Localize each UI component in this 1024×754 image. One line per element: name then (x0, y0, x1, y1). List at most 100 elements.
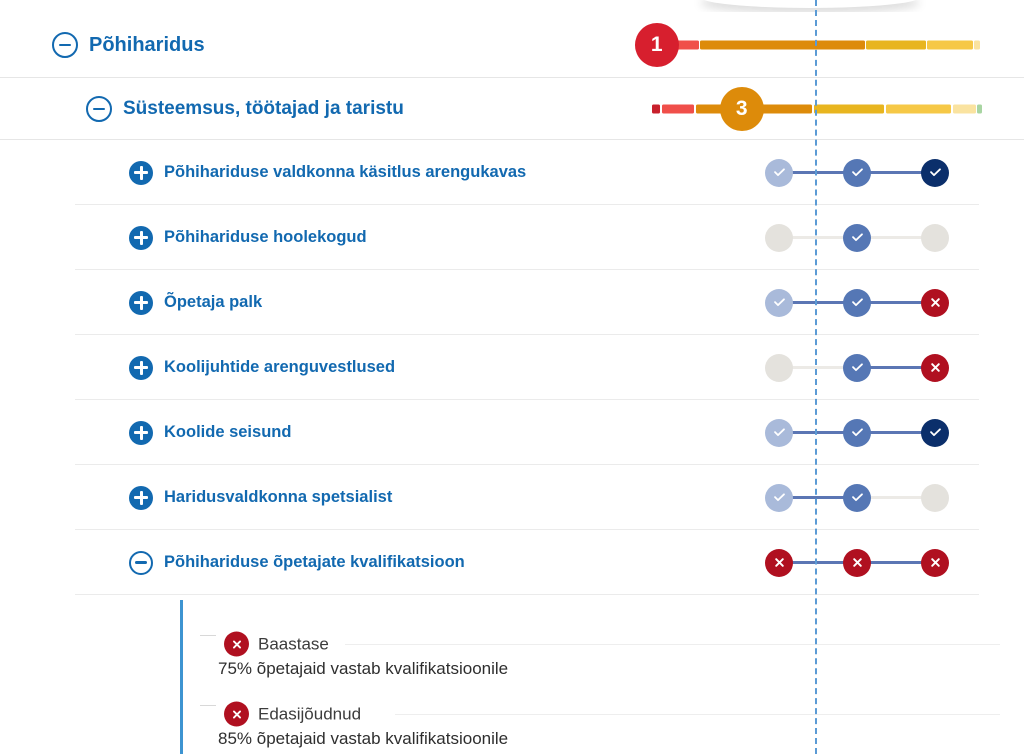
step-connector (857, 171, 935, 174)
step-check-icon[interactable] (843, 418, 871, 447)
step-cross-icon[interactable] (843, 548, 871, 577)
step-check-icon[interactable] (843, 223, 871, 252)
step-cross-icon[interactable] (921, 548, 949, 577)
row-toggle[interactable]: Õpetaja palk (129, 290, 263, 315)
row-label: Põhihariduse hoolekogud (164, 228, 367, 246)
step-check-icon[interactable] (921, 418, 949, 447)
minus-circle-outline-icon[interactable] (52, 32, 78, 58)
step-connector (857, 496, 935, 499)
progress-segment (814, 104, 884, 114)
detail-leader-dash (200, 635, 216, 636)
progress-segment (974, 40, 980, 50)
row-toggle[interactable]: Koolide seisund (129, 420, 291, 445)
step-check-icon[interactable] (765, 288, 793, 317)
progress-segment (953, 104, 976, 114)
minus-circle-icon[interactable] (129, 550, 153, 575)
step-connector (857, 236, 935, 239)
detail-description: 85% õpetajaid vastab kvalifikatsioonile (218, 729, 509, 748)
row-toggle[interactable]: Põhihariduse valdkonna käsitlus arenguka… (129, 160, 527, 185)
plus-circle-icon[interactable] (129, 485, 153, 510)
step-connector (779, 496, 857, 499)
status-steps (765, 353, 950, 383)
progress-segment (866, 40, 926, 50)
step-connector (779, 366, 857, 369)
indicator-row[interactable]: Haridusvaldkonna spetsialist (0, 465, 1024, 530)
plus-circle-icon[interactable] (129, 225, 153, 250)
step-connector (779, 431, 857, 434)
step-empty-icon[interactable] (921, 223, 949, 252)
section-score-badge[interactable]: 3 (720, 87, 764, 131)
row-toggle[interactable]: Põhihariduse õpetajate kvalifikatsioon (129, 550, 465, 575)
row-toggle[interactable]: Põhihariduse hoolekogud (129, 225, 367, 250)
cross-circle-icon (224, 701, 249, 727)
section-label: Süsteemsus, töötajad ja taristu (123, 98, 404, 119)
step-cross-icon[interactable] (921, 288, 949, 317)
detail-item[interactable]: Baastase 75% õpetajaid vastab kvalifikats… (0, 600, 1024, 678)
row-separator (0, 77, 1024, 78)
step-check-icon[interactable] (765, 158, 793, 187)
row-label: Põhihariduse valdkonna käsitlus arenguka… (164, 163, 527, 181)
indicator-row[interactable]: Õpetaja palk (0, 270, 1024, 335)
cross-circle-icon (224, 631, 249, 657)
plus-circle-icon[interactable] (129, 160, 153, 185)
step-check-icon[interactable] (843, 158, 871, 187)
section-score-value: 1 (650, 33, 664, 56)
progress-segment (677, 40, 699, 50)
section-score-badge[interactable]: 1 (635, 23, 679, 67)
detail-leader-dash (200, 705, 216, 706)
row-label: Haridusvaldkonna spetsialist (164, 488, 393, 506)
status-steps (765, 418, 950, 448)
step-connector (779, 301, 857, 304)
row-separator (75, 594, 979, 595)
indicator-row[interactable]: Koolijuhtide arenguvestlused (0, 335, 1024, 400)
row-separator (0, 139, 1024, 140)
progress-segment (652, 104, 660, 114)
step-check-icon[interactable] (765, 418, 793, 447)
row-toggle[interactable]: Haridusvaldkonna spetsialist (129, 485, 393, 510)
row-separator (75, 399, 979, 400)
row-separator (75, 204, 979, 205)
step-empty-icon[interactable] (765, 223, 793, 252)
plus-circle-icon[interactable] (129, 355, 153, 380)
plus-circle-icon[interactable] (129, 420, 153, 445)
progress-segment (977, 104, 982, 114)
section-toggle[interactable]: Süsteemsus, töötajad ja taristu (86, 96, 404, 122)
indicator-row[interactable]: Koolide seisund (0, 400, 1024, 465)
step-check-icon[interactable] (765, 483, 793, 512)
step-check-icon[interactable] (921, 158, 949, 187)
row-toggle[interactable]: Koolijuhtide arenguvestlused (129, 355, 395, 380)
status-steps (765, 223, 950, 253)
section-row[interactable]: Süsteemsus, töötajad ja taristu 3 (0, 78, 1024, 140)
progress-segment (927, 40, 973, 50)
step-connector (857, 301, 935, 304)
progress-segment (762, 104, 812, 114)
progress-segment (662, 104, 694, 114)
row-label: Õpetaja palk (164, 293, 263, 311)
detail-item[interactable]: Edasijõudnud 85% õpetajaid vastab kvalifi… (0, 670, 1024, 748)
step-connector (857, 561, 935, 564)
step-cross-icon[interactable] (921, 353, 949, 382)
step-connector (779, 561, 857, 564)
indicator-row[interactable]: Põhihariduse õpetajate kvalifikatsioon (0, 530, 1024, 595)
step-check-icon[interactable] (843, 483, 871, 512)
step-connector (857, 431, 935, 434)
plus-circle-icon[interactable] (129, 290, 153, 315)
row-label: Põhihariduse õpetajate kvalifikatsioon (164, 553, 465, 571)
step-empty-icon[interactable] (765, 353, 793, 382)
row-separator (75, 334, 979, 335)
step-check-icon[interactable] (843, 353, 871, 382)
step-cross-icon[interactable] (765, 548, 793, 577)
step-empty-icon[interactable] (921, 483, 949, 512)
minus-circle-outline-icon[interactable] (86, 96, 112, 122)
detail-rule (395, 714, 1000, 715)
section-toggle[interactable]: Põhiharidus (52, 32, 205, 58)
progress-segment (700, 40, 865, 50)
indicator-row[interactable]: Põhihariduse hoolekogud (0, 205, 1024, 270)
indicator-row[interactable]: Põhihariduse valdkonna käsitlus arenguka… (0, 140, 1024, 205)
detail-title: Baastase (258, 634, 329, 653)
step-check-icon[interactable] (843, 288, 871, 317)
section-row[interactable]: Põhiharidus 1 (0, 12, 1024, 78)
status-steps (765, 483, 950, 513)
progress-bar: 3 (640, 87, 982, 131)
section-label: Põhiharidus (89, 33, 205, 56)
